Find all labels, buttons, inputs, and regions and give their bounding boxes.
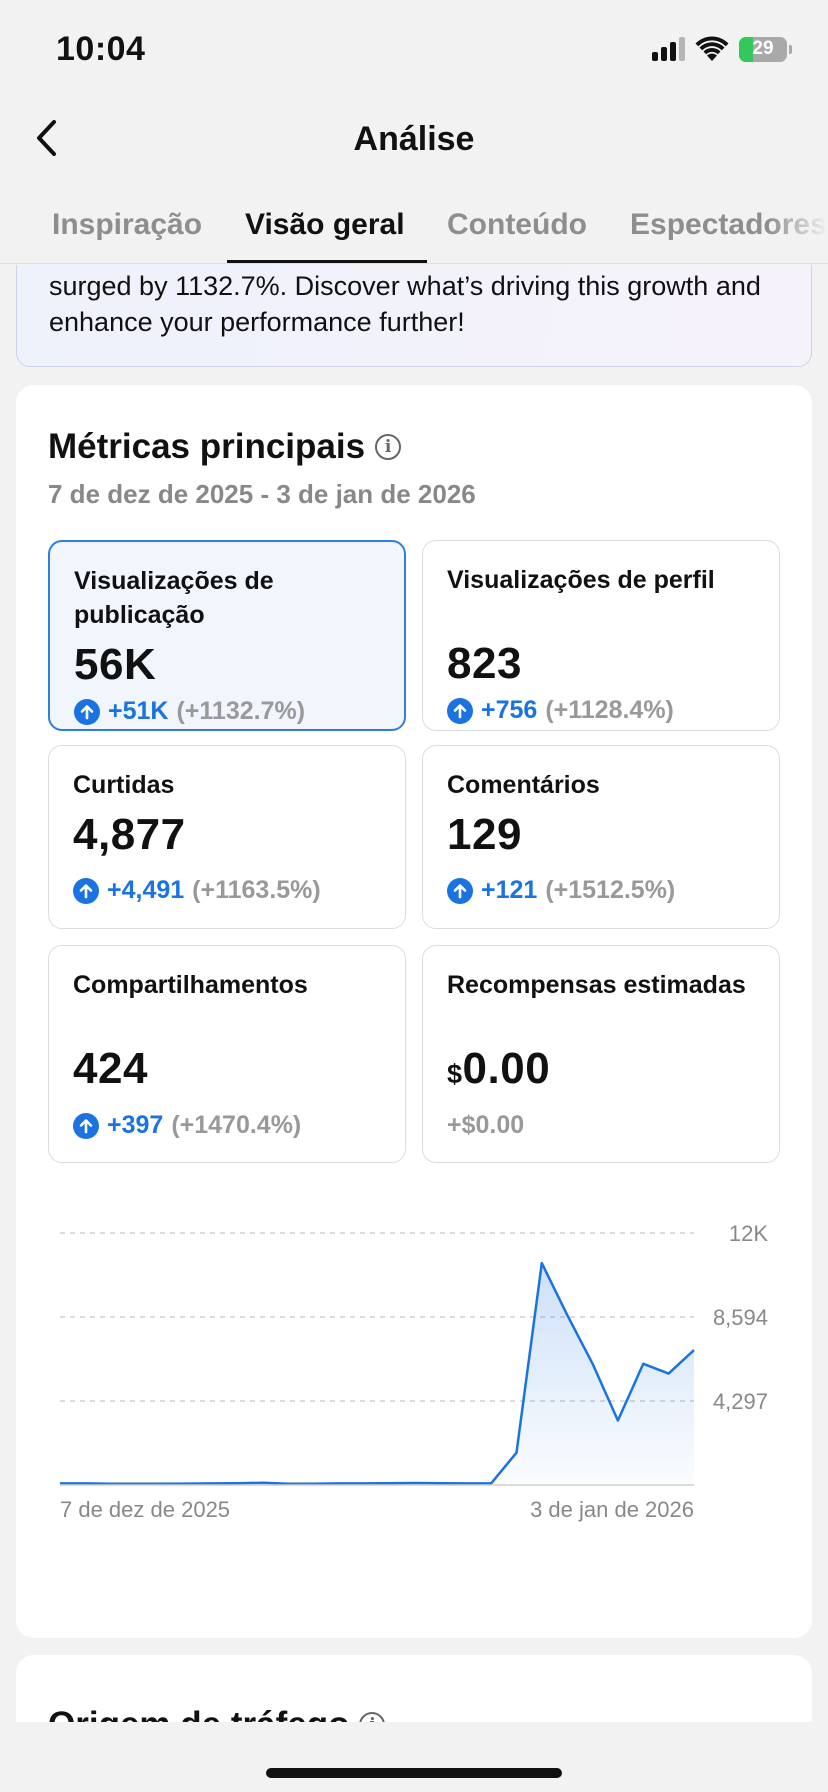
metric-percentage: (+1163.5%) (192, 876, 321, 904)
wifi-icon (695, 36, 729, 61)
metric-label: Compartilhamentos (73, 971, 308, 999)
metric-label: Visualizações de perfil (447, 566, 715, 594)
section-title: Métricas principais i (48, 427, 402, 467)
metric-delta: +121 (481, 876, 538, 904)
page-title: Análise (353, 120, 475, 158)
nav-header: Análise (0, 100, 828, 180)
section-title: Origem de tráfego i (48, 1705, 386, 1722)
status-bar: 10:04 29 (0, 0, 828, 100)
metric-change: +51K (+1132.7%) (74, 697, 305, 726)
metric-value: 56K (74, 640, 157, 689)
metric-value: 424 (73, 1044, 148, 1093)
content-scroll-area[interactable]: surged by 1132.7%. Discover what’s drivi… (0, 265, 828, 1722)
back-button[interactable] (24, 116, 68, 160)
metric-card-shares[interactable]: Compartilhamentos 424 +397 (+1470.4%) (48, 945, 406, 1163)
arrow-up-circle-icon (447, 877, 473, 904)
y-tick-label: 8,594 (713, 1305, 768, 1330)
metric-percentage: (+1512.5%) (545, 876, 676, 904)
metric-card-profile-views[interactable]: Visualizações de perfil 823 +756 (+1128.… (422, 540, 780, 731)
banner-text: surged by 1132.7%. Discover what’s drivi… (49, 271, 761, 337)
metric-value: 4,877 (73, 810, 186, 859)
tab-bar: Inspiração Visão geral Conteúdo Espectad… (0, 180, 828, 264)
y-tick-label: 12K (729, 1221, 768, 1246)
metric-percentage: (+1470.4%) (171, 1111, 302, 1139)
metric-card-comments[interactable]: Comentários 129 +121 (+1512.5%) (422, 745, 780, 929)
tab-conteudo[interactable]: Conteúdo (447, 208, 587, 241)
metric-change: +4,491 (+1163.5%) (73, 876, 321, 905)
metric-label: Curtidas (73, 771, 175, 799)
metric-percentage: (+1128.4%) (545, 696, 674, 724)
metric-delta: +756 (481, 696, 538, 724)
status-time: 10:04 (56, 30, 146, 68)
cellular-signal-icon (652, 37, 685, 61)
y-tick-label: 4,297 (713, 1389, 768, 1414)
metric-value: $0.00 (447, 1044, 550, 1094)
arrow-up-circle-icon (73, 877, 99, 904)
arrow-up-circle-icon (74, 698, 100, 725)
info-icon[interactable]: i (375, 434, 402, 460)
metric-label: Visualizações de publicação (74, 567, 274, 629)
chart-area (60, 1263, 694, 1485)
metric-change: +$0.00 (447, 1111, 524, 1140)
tab-inspiracao[interactable]: Inspiração (52, 208, 203, 241)
x-tick-label-start: 7 de dez de 2025 (60, 1497, 230, 1522)
battery-percentage: 29 (752, 37, 774, 59)
arrow-up-circle-icon (73, 1112, 99, 1139)
home-indicator[interactable] (266, 1768, 562, 1778)
battery-charging-icon: 29 (739, 36, 792, 62)
active-tab-indicator (227, 260, 427, 263)
metric-change: +397 (+1470.4%) (73, 1111, 301, 1140)
date-range: 7 de dez de 2025 - 3 de jan de 2026 (48, 479, 476, 509)
growth-banner[interactable]: surged by 1132.7%. Discover what’s drivi… (16, 265, 812, 367)
section-title-text: Origem de tráfego (48, 1705, 349, 1722)
metric-label: Recompensas estimadas (447, 971, 746, 999)
metric-amount: 0.00 (462, 1044, 551, 1093)
info-icon[interactable]: i (359, 1712, 386, 1722)
chart-line (60, 1261, 695, 1486)
metric-card-post-views[interactable]: Visualizações de publicação 56K +51K (+1… (48, 540, 406, 731)
metric-delta: +51K (108, 697, 169, 725)
metric-delta: +$0.00 (447, 1111, 525, 1139)
home-indicator-area (0, 1722, 828, 1792)
metric-delta: +397 (107, 1111, 164, 1139)
metric-change: +756 (+1128.4%) (447, 696, 674, 725)
metric-value: 129 (447, 810, 522, 859)
metric-delta: +4,491 (107, 876, 185, 904)
metric-card-likes[interactable]: Curtidas 4,877 +4,491 (+1163.5%) (48, 745, 406, 929)
chart-svg: 12K 8,594 4,297 7 de dez de 2025 3 de jan d… (60, 1221, 768, 1522)
x-tick-label-end: 3 de jan de 2026 (530, 1497, 694, 1522)
post-views-chart[interactable]: 12K 8,594 4,297 7 de dez de 2025 3 de jan d… (16, 1215, 812, 1595)
currency-symbol: $ (447, 1059, 463, 1089)
traffic-source-card: Origem de tráfego i (16, 1655, 812, 1722)
metric-percentage: (+1132.7%) (176, 697, 306, 725)
arrow-up-circle-icon (447, 697, 473, 724)
section-title-text: Métricas principais (48, 427, 366, 466)
metric-card-estimated-rewards[interactable]: Recompensas estimadas $0.00 +$0.00 (422, 945, 780, 1163)
metric-change: +121 (+1512.5%) (447, 876, 675, 905)
key-metrics-card: Métricas principais i 7 de dez de 2025 -… (16, 385, 812, 1638)
tab-visao-geral[interactable]: Visão geral (245, 208, 405, 241)
metric-value: 823 (447, 639, 522, 688)
status-icons: 29 (652, 36, 792, 62)
chevron-left-icon (37, 120, 56, 156)
metric-label: Comentários (447, 771, 600, 799)
